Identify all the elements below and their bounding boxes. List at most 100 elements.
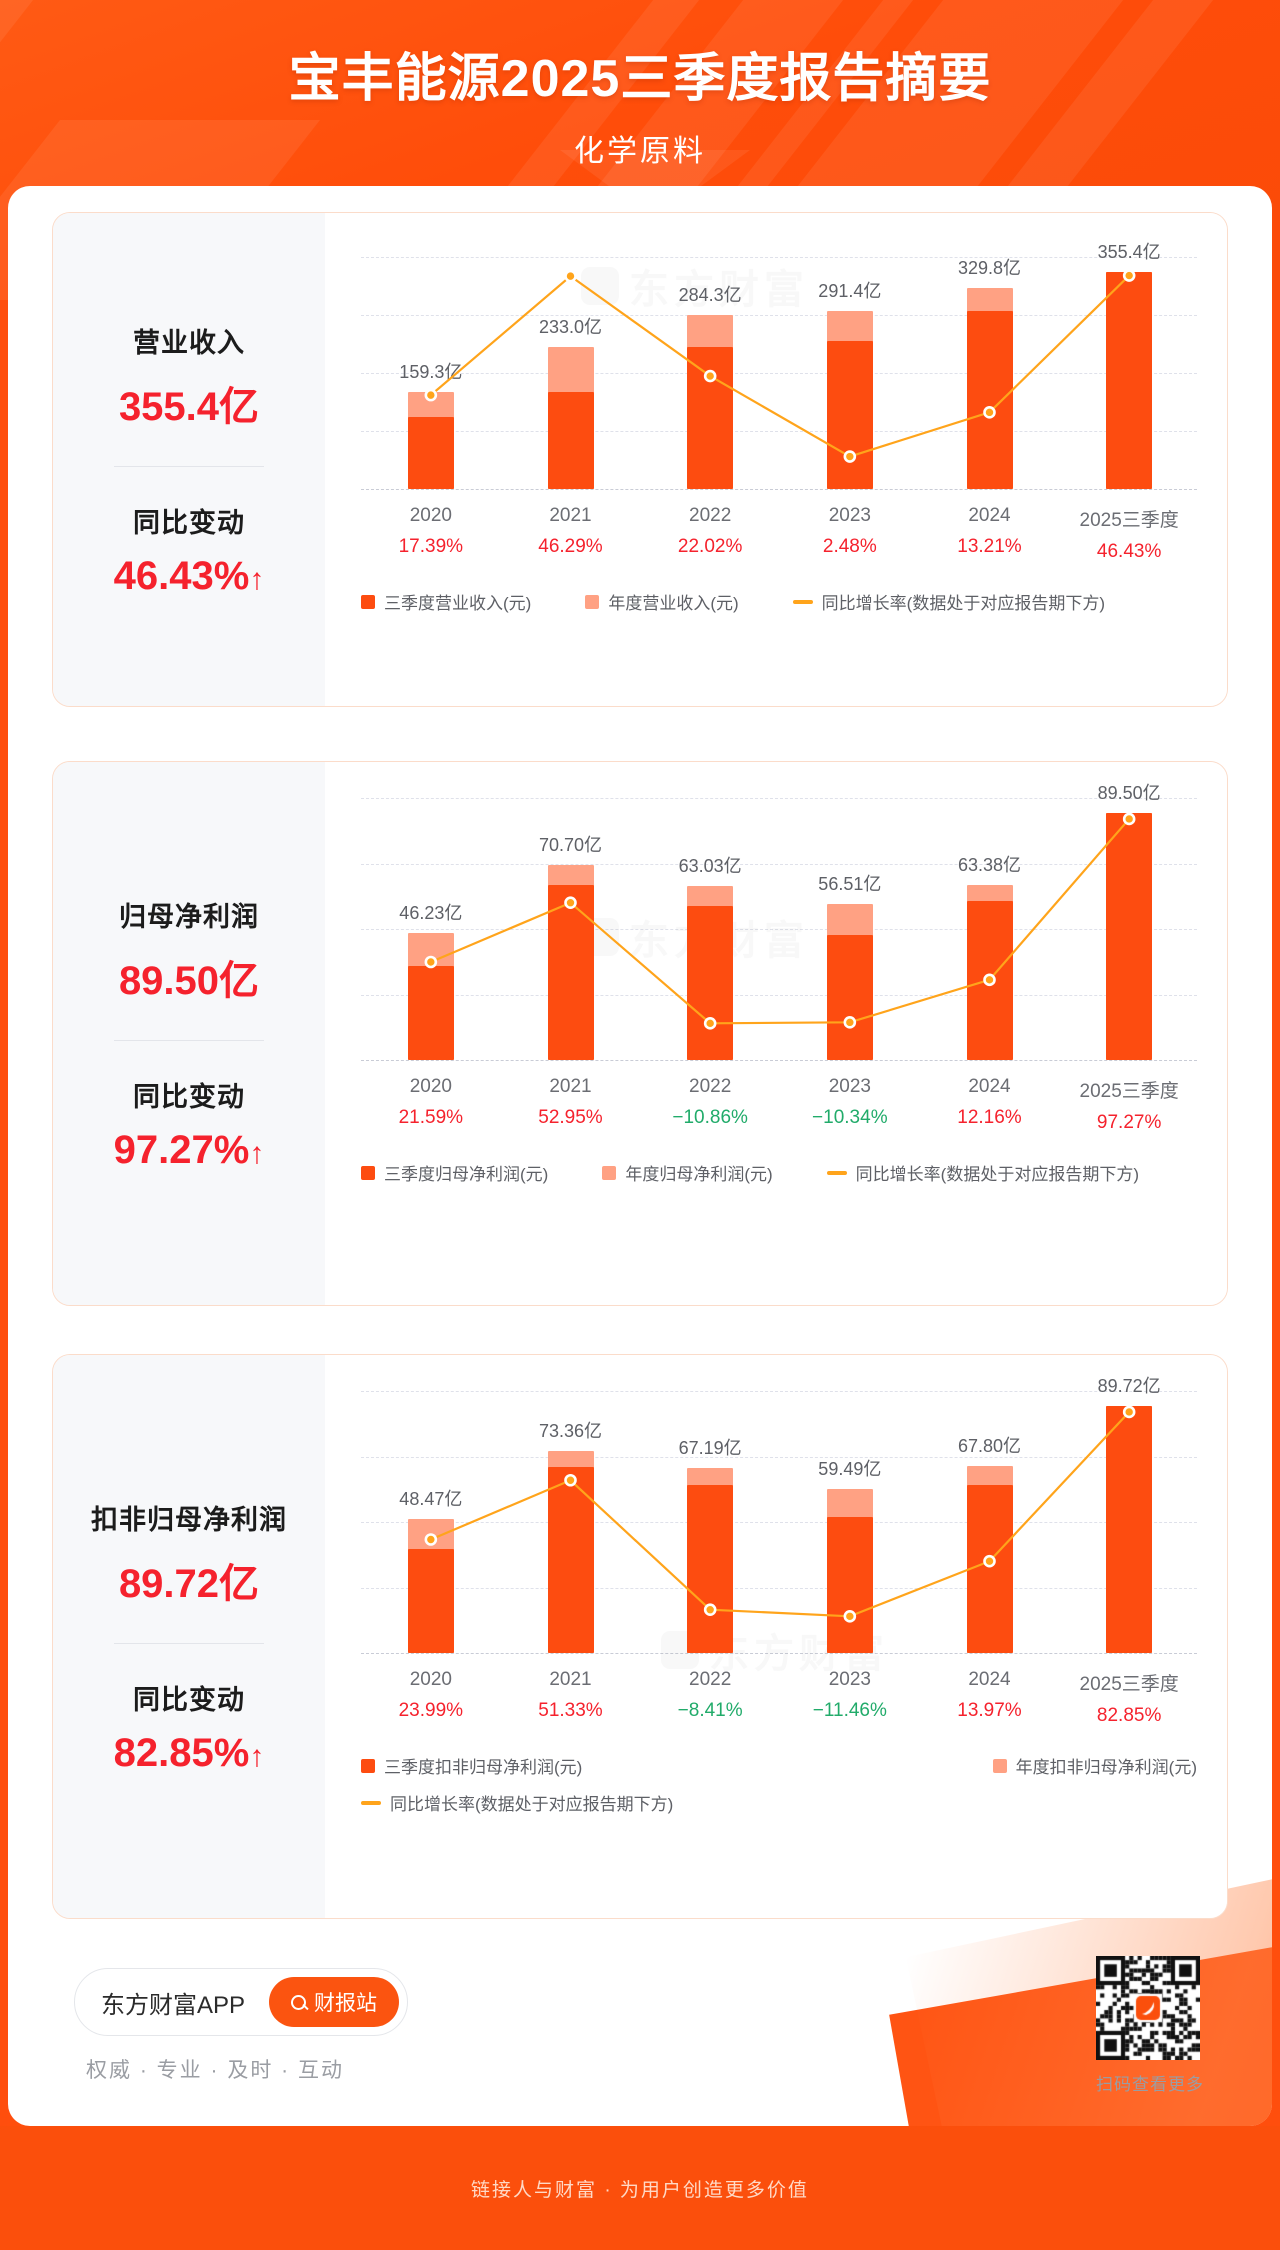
trend-up-icon: ↑: [249, 1739, 265, 1773]
growth-rate-label: 97.27%: [1096, 1112, 1162, 1133]
x-axis-tick: 2025三季度 46.43%: [1059, 505, 1199, 563]
period-label: 2021: [549, 1076, 592, 1097]
bar-group: 89.50亿: [1098, 783, 1161, 1060]
divider: [114, 465, 264, 467]
bar-q3: [547, 884, 594, 1060]
title-block: 宝丰能源2025三季度报告摘要 化学原料: [0, 0, 1280, 170]
x-axis-tick: 2023 −10.34%: [780, 1076, 920, 1129]
report-station-label: 财报站: [314, 1992, 378, 2015]
report-station-button[interactable]: 财报站: [269, 1977, 400, 2027]
legend-item: 三季度归母净利润(元): [361, 1160, 548, 1185]
kpi-value: 355.4亿: [118, 384, 260, 429]
card-footer: 东方财富APP 财报站 权威 · 专业 · 及时 · 互动 扫码查看更多: [8, 1946, 1272, 2126]
x-axis-tick: 2020 21.59%: [361, 1076, 501, 1129]
growth-rate-label: 2.48%: [822, 536, 877, 557]
qr-caption: 扫码查看更多: [1096, 2075, 1204, 2094]
legend-swatch-light: [992, 1758, 1007, 1773]
growth-rate-label: −10.86%: [672, 1107, 748, 1128]
trend-up-icon: ↑: [249, 562, 265, 596]
period-label: 2025三季度: [1079, 510, 1179, 531]
gridline: [361, 1391, 1197, 1392]
growth-rate-label: 21.59%: [398, 1107, 464, 1128]
x-axis-tick: 2020 23.99%: [361, 1669, 501, 1722]
change-number: 82.85%: [113, 1730, 250, 1775]
x-axis-tick: 2022 22.02%: [640, 505, 780, 558]
bar-value-label: 329.8亿: [957, 257, 1022, 278]
legend-label: 年度扣非归母净利润(元): [1015, 1758, 1197, 1777]
period-label: 2024: [968, 505, 1011, 526]
legend-label: 三季度营业收入(元): [384, 594, 532, 613]
x-axis-tick: 2021 52.95%: [501, 1076, 641, 1129]
x-axis-tick: 2025三季度 82.85%: [1059, 1669, 1199, 1727]
legend-label: 三季度扣非归母净利润(元): [384, 1758, 583, 1777]
qr-code[interactable]: [1096, 1956, 1200, 2060]
bar-value-label: 89.50亿: [1097, 783, 1161, 804]
growth-rate-label: 13.97%: [957, 1700, 1022, 1721]
period-label: 2020: [409, 505, 452, 526]
bar-q3: [966, 311, 1013, 489]
kpi-summary: 营业收入 355.4亿 同比变动 46.43%↑: [53, 213, 325, 706]
x-axis-tick: 2021 46.29%: [501, 505, 641, 558]
growth-line-series: [424, 812, 1136, 1030]
gridline: [361, 257, 1197, 258]
search-icon: [291, 1994, 307, 2010]
bar-group: 329.8亿: [958, 257, 1021, 489]
divider: [114, 1642, 264, 1644]
growth-rate-label: 46.43%: [1096, 541, 1162, 562]
kpi-primary: 营业收入 355.4亿: [59, 321, 319, 432]
bar-value-label: 67.80亿: [957, 1436, 1022, 1457]
bar-value-label: 56.51亿: [818, 874, 882, 895]
legend-item: 同比增长率(数据处于对应报告期下方): [792, 589, 1105, 614]
change-label: 同比变动: [133, 1684, 245, 1715]
legend-swatch-line: [361, 1800, 381, 1805]
kpi-label: 营业收入: [133, 327, 245, 358]
bar-value-label: 355.4亿: [1097, 242, 1161, 263]
x-axis-tick: 2024 12.16%: [920, 1076, 1060, 1129]
legend-item: 年度扣非归母净利润(元): [992, 1753, 1197, 1778]
bar-group: 73.36亿: [539, 1391, 602, 1653]
qr-block: 扫码查看更多: [1096, 1956, 1204, 2095]
growth-rate-label: 52.95%: [538, 1107, 603, 1128]
x-axis-tick: 2024 13.21%: [920, 505, 1060, 558]
legend-item: 三季度营业收入(元): [361, 589, 531, 614]
divider: [114, 1039, 264, 1041]
bar-value-label: 159.3亿: [399, 361, 463, 382]
kpi-summary: 归母净利润 89.50亿 同比变动 97.27%↑: [53, 762, 325, 1305]
axis-line: [361, 1653, 1197, 1654]
legend-item: 三季度扣非归母净利润(元): [361, 1753, 582, 1778]
x-axis-tick: 2021 51.33%: [501, 1669, 641, 1722]
metric-panel: 营业收入 355.4亿 同比变动 46.43%↑ 东方财富 159.3亿 233.0亿 284…: [52, 212, 1228, 707]
app-promo-pill[interactable]: 东方财富APP 财报站: [74, 1968, 409, 2036]
content-card: 营业收入 355.4亿 同比变动 46.43%↑ 东方财富 159.3亿 233.0亿 284…: [8, 186, 1272, 2126]
bar-value-label: 233.0亿: [538, 316, 603, 337]
bar-q3: [547, 391, 594, 489]
bar-q3: [407, 966, 454, 1060]
chart-area: 东方财富 48.47亿 73.36亿 67.19亿 59.49亿 67.80亿 89.72亿…: [325, 1355, 1227, 1918]
growth-rate-label: 17.39%: [398, 536, 464, 557]
axis-line: [361, 1060, 1197, 1061]
legend-label: 年度营业收入(元): [608, 594, 739, 613]
bar-group: 46.23亿: [399, 798, 462, 1060]
bar-value-label: 46.23亿: [399, 902, 463, 923]
page-title: 宝丰能源2025三季度报告摘要: [288, 50, 992, 108]
gridline: [361, 994, 1197, 996]
bar-value-label: 63.03亿: [678, 856, 742, 877]
metric-panel: 扣非归母净利润 89.72亿 同比变动 82.85%↑ 东方财富 48.47亿 73.36亿…: [52, 1354, 1228, 1919]
bar-group: 67.80亿: [958, 1391, 1021, 1653]
bar-q3: [547, 1467, 594, 1653]
kpi-summary: 扣非归母净利润 89.72亿 同比变动 82.85%↑: [53, 1355, 325, 1918]
period-label: 2023: [828, 1076, 871, 1097]
growth-rate-label: −8.41%: [677, 1700, 743, 1721]
x-axis-tick: 2022 −10.86%: [640, 1076, 780, 1129]
legend-swatch-dark: [361, 594, 375, 609]
legend-label: 年度归母净利润(元): [625, 1165, 773, 1184]
chart-area: 东方财富46.23亿70.70亿63.03亿56.51亿63.38亿89.50亿…: [325, 762, 1227, 1305]
change-value: 46.43%↑: [59, 554, 319, 599]
growth-rate-label: 13.21%: [957, 536, 1022, 557]
growth-rate-label: 82.85%: [1096, 1705, 1162, 1726]
legend-label: 三季度归母净利润(元): [384, 1165, 549, 1184]
x-axis-tick: 2023 −11.46%: [780, 1669, 920, 1722]
bar-q3: [826, 340, 873, 489]
bar-q3: [966, 1484, 1013, 1653]
